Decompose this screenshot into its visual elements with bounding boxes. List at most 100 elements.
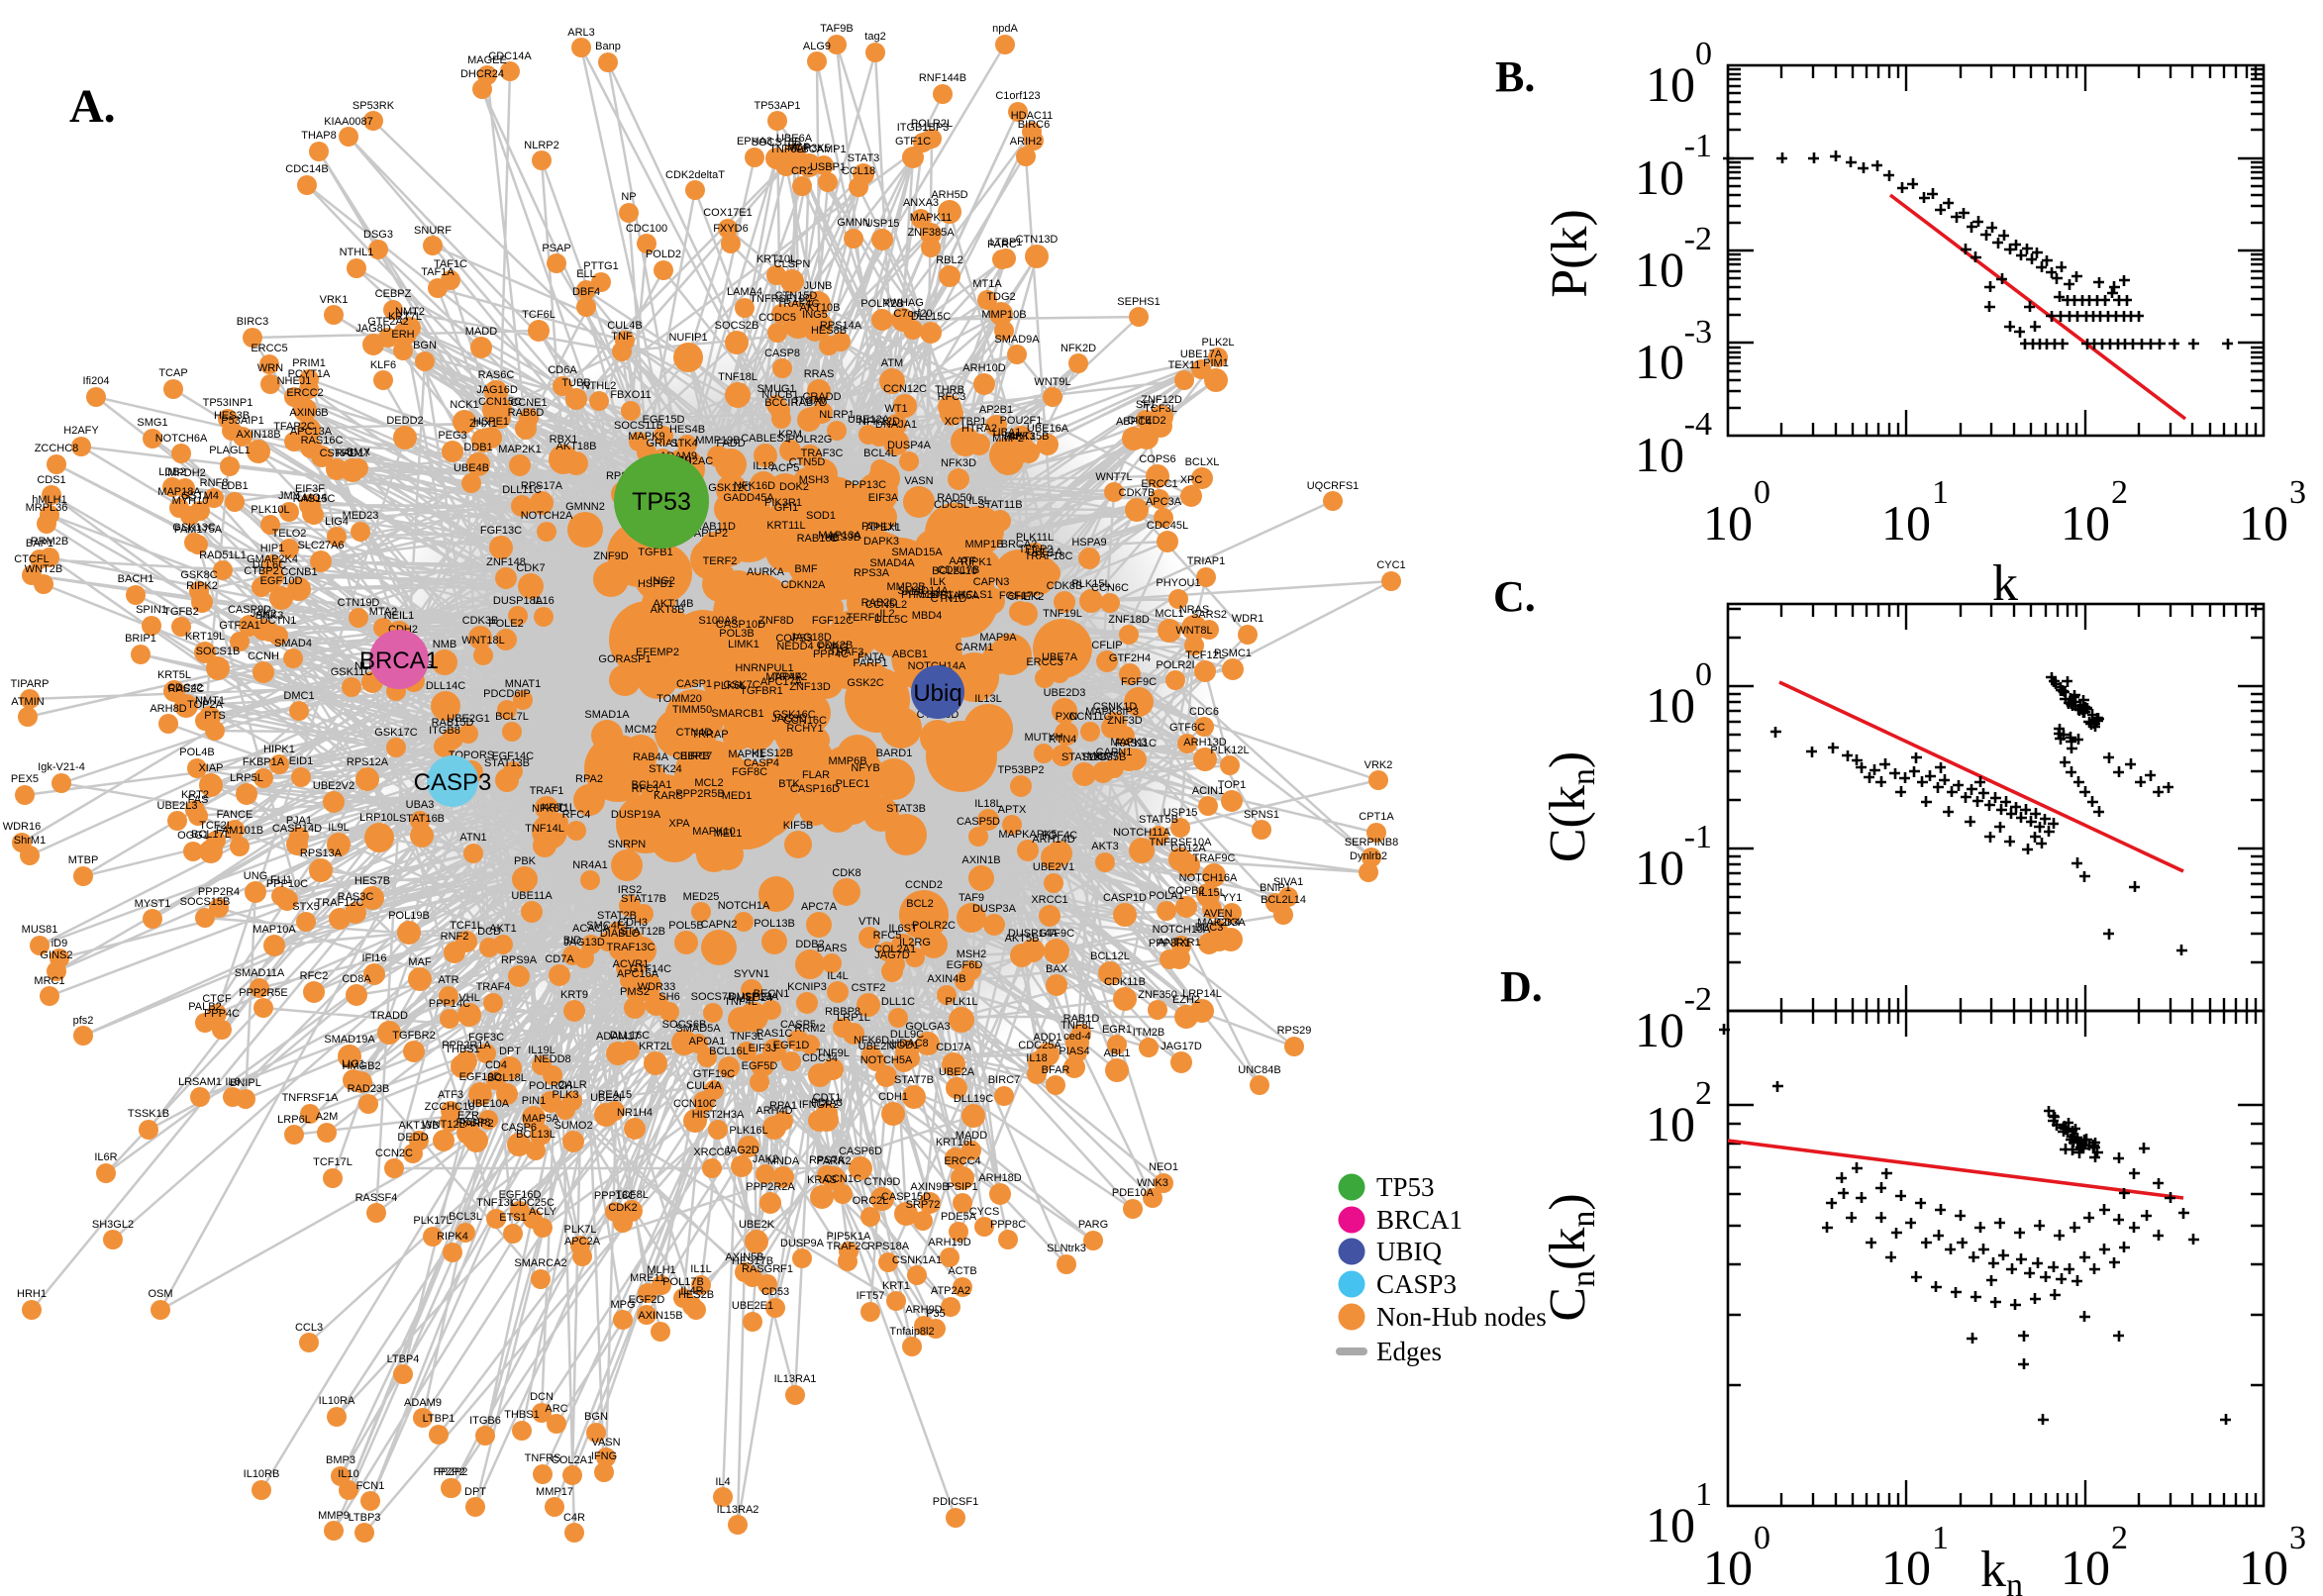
svg-text:CDK3B: CDK3B (462, 615, 499, 627)
svg-text:CYCS: CYCS (969, 1206, 1000, 1218)
svg-text:STAT12B: STAT12B (620, 926, 665, 938)
svg-text:10: 10 (1635, 242, 1684, 297)
svg-text:GINS2: GINS2 (40, 949, 72, 961)
svg-text:SMC4F1: SMC4F1 (586, 920, 629, 932)
svg-text:SMG1: SMG1 (137, 417, 167, 429)
svg-text:DLL19C: DLL19C (954, 1093, 993, 1105)
svg-text:MYH10: MYH10 (172, 495, 209, 507)
svg-text:ZNF12D: ZNF12D (1141, 394, 1182, 406)
svg-text:LRP5L: LRP5L (230, 772, 263, 784)
svg-text:HIPK1: HIPK1 (263, 744, 295, 755)
svg-text:ANXA3: ANXA3 (903, 197, 939, 209)
svg-text:IL4: IL4 (715, 1476, 730, 1488)
svg-text:ITM2B: ITM2B (1133, 1027, 1164, 1039)
svg-text:PSMC1: PSMC1 (1214, 648, 1252, 659)
svg-text:MAP3K5: MAP3K5 (787, 143, 830, 154)
svg-text:CCN16C: CCN16C (783, 715, 827, 727)
svg-text:IL10RB: IL10RB (244, 1468, 280, 1480)
svg-text:NFK3D: NFK3D (941, 457, 976, 469)
svg-text:CHEK2: CHEK2 (1008, 591, 1045, 603)
svg-text:CDH3: CDH3 (618, 917, 648, 929)
svg-text:TERF1: TERF1 (847, 612, 881, 624)
svg-text:STAT5B: STAT5B (1139, 814, 1178, 826)
svg-text:ERCC2: ERCC2 (286, 387, 323, 399)
svg-text:JAK2: JAK2 (753, 1153, 778, 1165)
svg-text:HES3B: HES3B (214, 410, 250, 422)
svg-text:npdA: npdA (992, 23, 1018, 35)
svg-text:VASN: VASN (904, 475, 933, 487)
svg-text:DCD: DCD (477, 926, 501, 938)
svg-text:COPS3: COPS3 (775, 633, 812, 645)
svg-text:DMC1: DMC1 (283, 690, 314, 702)
svg-text:RAS1C: RAS1C (757, 1028, 793, 1040)
svg-text:HIP1: HIP1 (260, 543, 284, 554)
svg-text:ING5: ING5 (802, 309, 828, 321)
svg-text:ERH: ERH (391, 329, 414, 341)
svg-text:PARC: PARC (987, 239, 1017, 250)
svg-text:IL18: IL18 (753, 460, 773, 472)
svg-text:1: 1 (1932, 474, 1949, 511)
svg-text:hMLH1: hMLH1 (32, 494, 66, 506)
svg-text:THRB: THRB (935, 384, 964, 396)
svg-text:NOTCH16A: NOTCH16A (1179, 872, 1238, 884)
svg-text:Ifi204: Ifi204 (83, 375, 110, 387)
svg-text:JAK3: JAK3 (251, 608, 276, 620)
svg-text:EIF3F: EIF3F (295, 483, 325, 495)
svg-text:VASN: VASN (591, 1437, 620, 1448)
svg-text:GMNN: GMNN (837, 217, 870, 229)
svg-text:PLK11L: PLK11L (1016, 532, 1054, 544)
svg-text:NLRP1: NLRP1 (819, 409, 854, 421)
svg-text:SH6: SH6 (658, 991, 679, 1003)
svg-text:MCL1: MCL1 (1155, 608, 1183, 620)
svg-text:USP15: USP15 (865, 218, 900, 230)
svg-text:PPP4C: PPP4C (813, 648, 849, 660)
svg-text:ZNF350: ZNF350 (1138, 989, 1177, 1001)
svg-text:MADD: MADD (956, 1130, 987, 1142)
svg-text:FGF17C: FGF17C (999, 590, 1041, 602)
svg-text:EGF10D: EGF10D (260, 575, 303, 587)
svg-text:TP53BP2: TP53BP2 (997, 764, 1044, 776)
svg-text:CDKN2A: CDKN2A (781, 579, 826, 591)
svg-text:PLK12L: PLK12L (1210, 745, 1249, 756)
svg-text:ARH9D: ARH9D (905, 1304, 942, 1316)
svg-text:RTN4: RTN4 (1049, 734, 1077, 746)
svg-text:BNIP1: BNIP1 (1260, 882, 1291, 894)
svg-text:TP53: TP53 (1376, 1172, 1435, 1202)
svg-text:ACP5: ACP5 (771, 462, 800, 474)
svg-text:CARM1: CARM1 (956, 642, 994, 653)
svg-text:UBIQ: UBIQ (1376, 1237, 1442, 1266)
svg-text:A.: A. (69, 80, 116, 133)
svg-text:RAB2D: RAB2D (861, 597, 898, 609)
svg-text:YWHAG: YWHAG (882, 297, 924, 309)
svg-text:TCF3L: TCF3L (1144, 403, 1177, 415)
svg-text:USP15: USP15 (1163, 807, 1198, 819)
svg-text:CTN13D: CTN13D (1016, 234, 1059, 246)
svg-text:CSNK1A1: CSNK1A1 (892, 1254, 942, 1266)
svg-text:CDC14A: CDC14A (488, 50, 532, 62)
svg-text:ERCC1: ERCC1 (1141, 478, 1177, 490)
svg-text:TRAF2C: TRAF2C (827, 1241, 869, 1252)
svg-text:P53AIP1: P53AIP1 (221, 415, 263, 427)
svg-text:BRCA1: BRCA1 (359, 648, 439, 674)
svg-text:CASP6: CASP6 (501, 1122, 537, 1134)
svg-text:SNK3: SNK3 (255, 610, 284, 622)
svg-text:IL4R: IL4R (680, 1285, 703, 1297)
svg-text:iD9: iD9 (51, 938, 68, 949)
svg-text:CDC5L: CDC5L (934, 499, 969, 511)
svg-text:RNF2: RNF2 (441, 931, 469, 943)
svg-text:ATN1: ATN1 (459, 832, 486, 844)
svg-text:TNF8L: TNF8L (1060, 1020, 1094, 1032)
svg-text:A2M: A2M (316, 1111, 339, 1123)
svg-text:PPM1D: PPM1D (901, 589, 939, 601)
svg-text:PIN1: PIN1 (522, 1095, 546, 1107)
svg-text:UBE2V1: UBE2V1 (1033, 861, 1074, 873)
svg-text:STAT18B: STAT18B (1061, 751, 1107, 763)
svg-text:UBE10A: UBE10A (467, 1098, 510, 1110)
svg-text:ACLY: ACLY (529, 1206, 557, 1218)
svg-text:SOCS1B: SOCS1B (196, 646, 241, 657)
svg-text:RRM2: RRM2 (794, 1023, 825, 1035)
svg-text:ADD1: ADD1 (1033, 1032, 1061, 1044)
svg-text:LDB2: LDB2 (158, 466, 186, 478)
svg-text:MTA2: MTA2 (369, 606, 398, 618)
svg-text:APOA1: APOA1 (689, 1036, 726, 1047)
